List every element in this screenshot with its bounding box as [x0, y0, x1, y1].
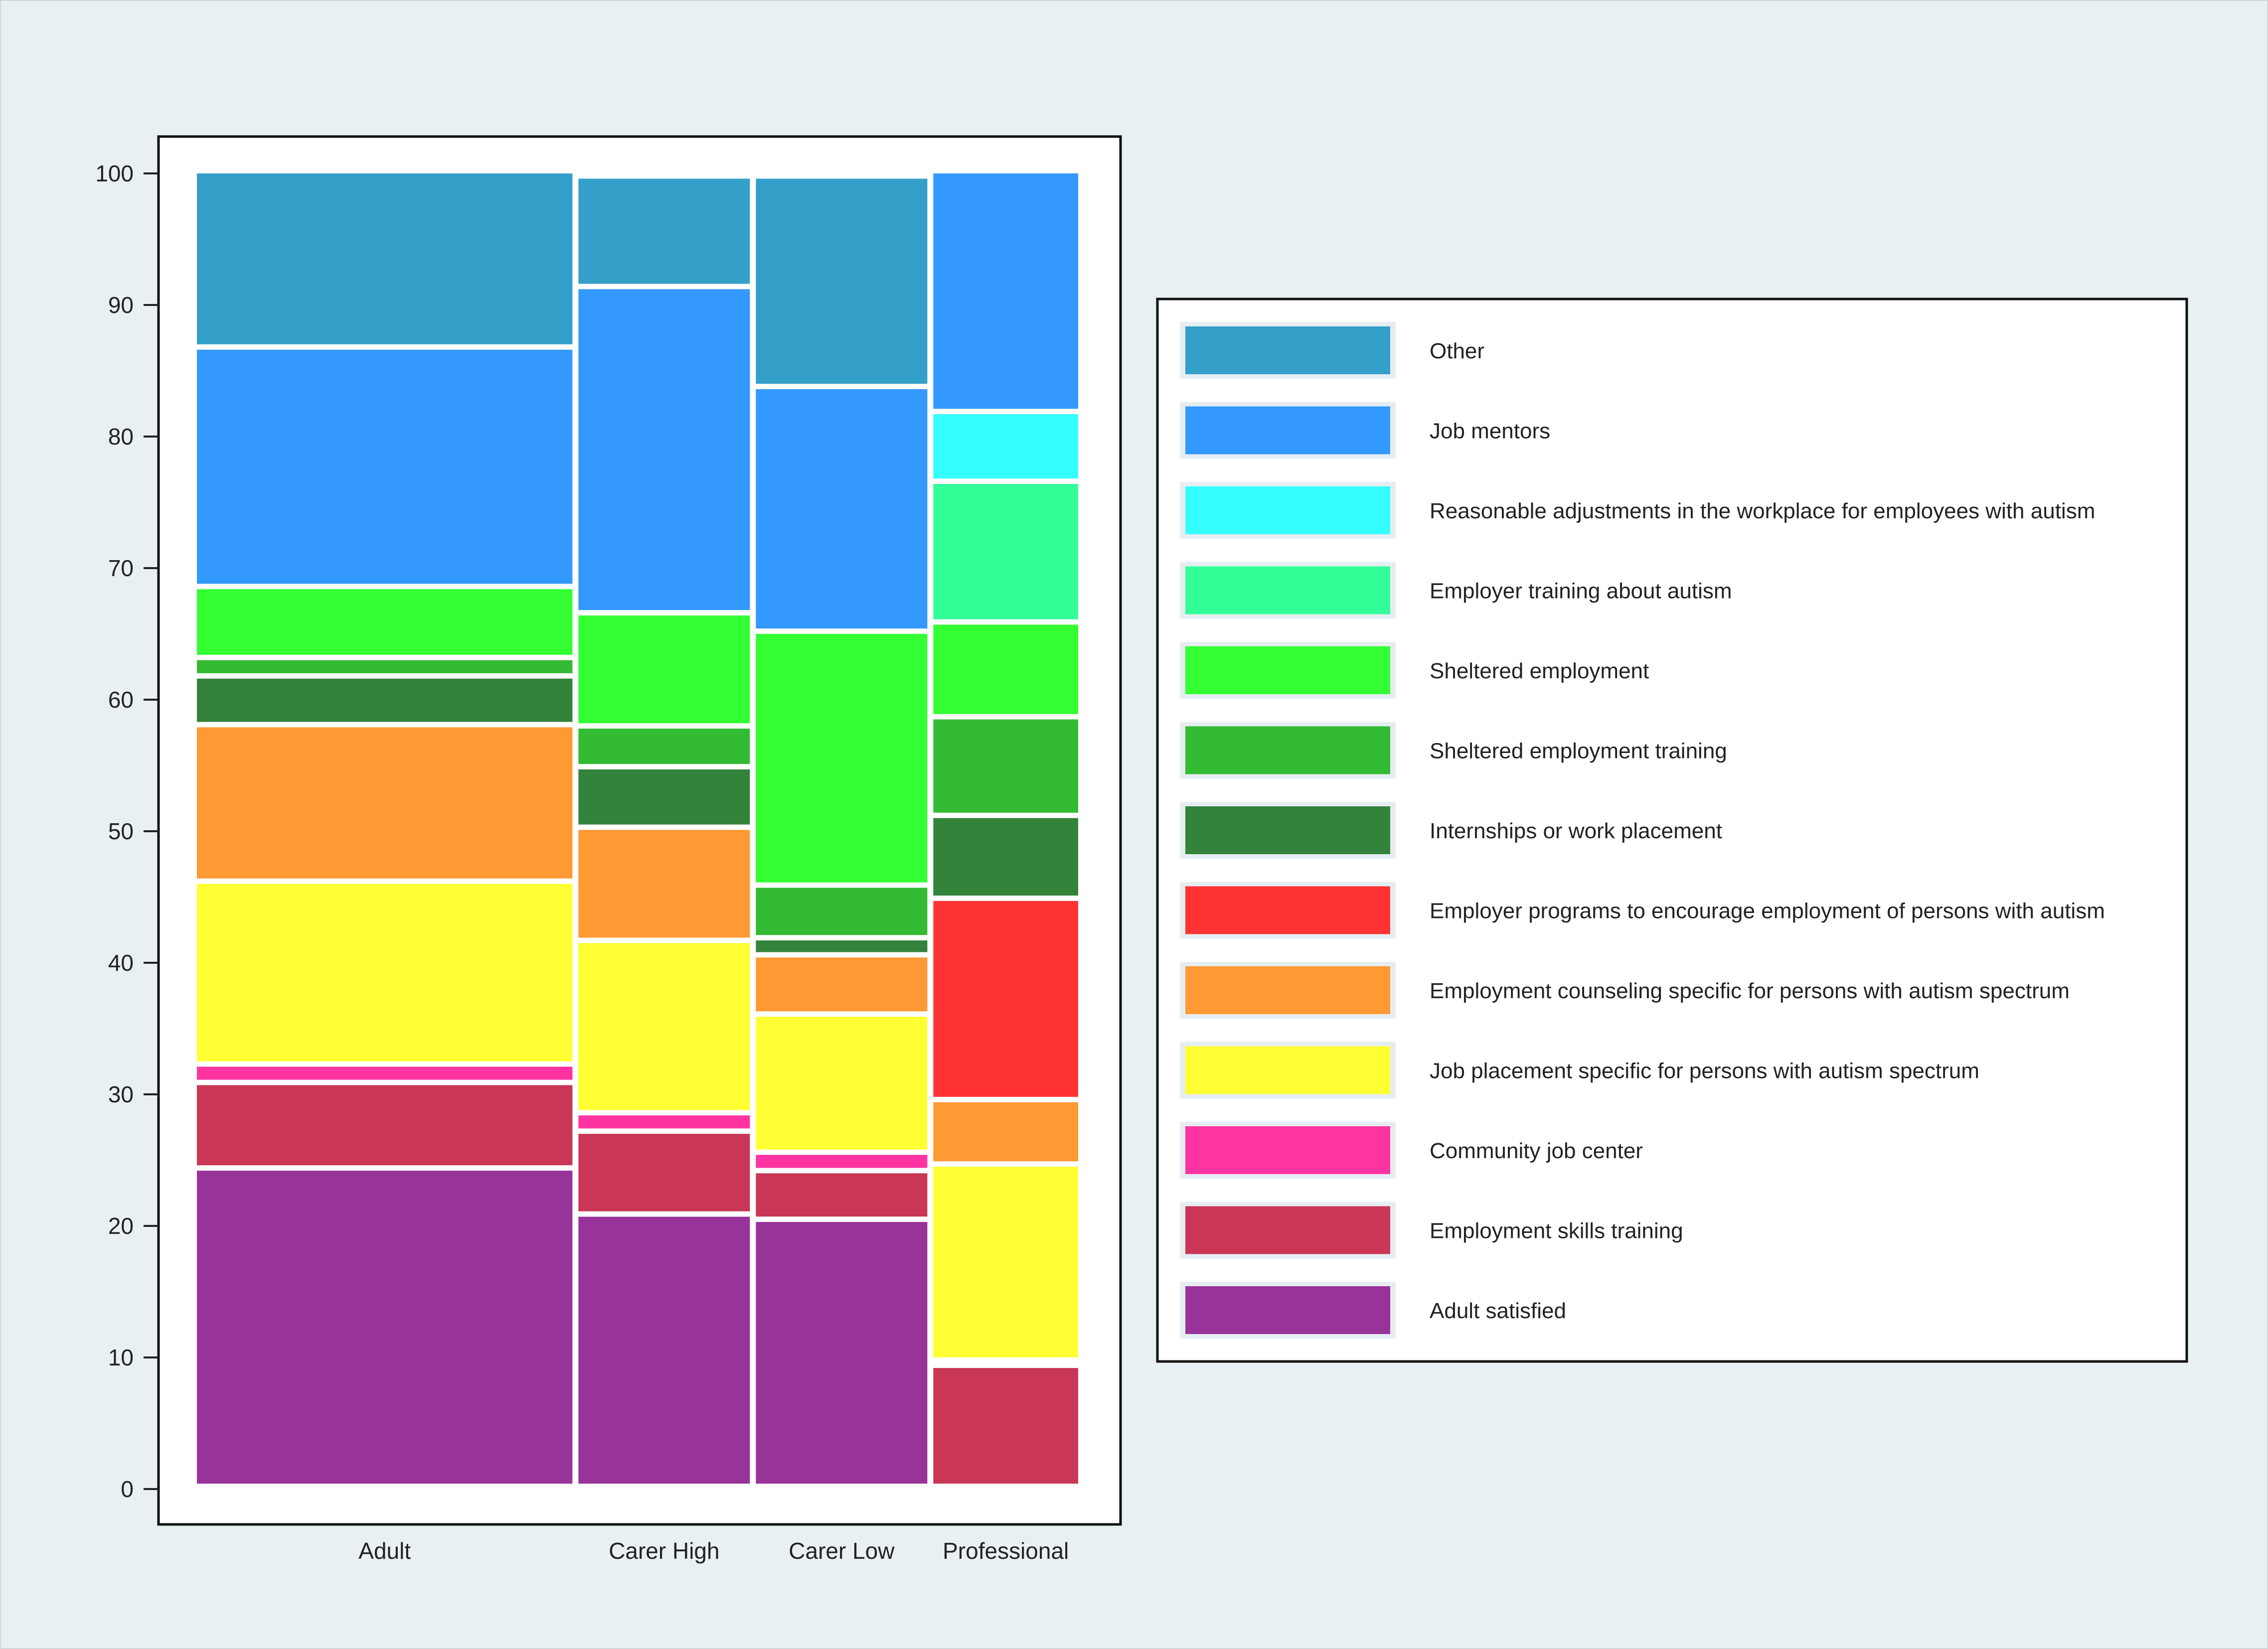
cell-carer-high-community-job-center [578, 1115, 750, 1129]
cell-carer-low-employment-skills-training [756, 1173, 928, 1217]
cell-adult-employment-skills-training [197, 1085, 573, 1166]
legend-label-reasonable-adjustments-in-the-workplace-for-employees-with-autism: Reasonable adjustments in the workplace … [1430, 499, 2095, 523]
cell-professional-employment-skills-training [933, 1368, 1078, 1484]
y-tick-label: 80 [108, 424, 134, 450]
cell-carer-low-job-mentors [756, 389, 928, 629]
legend-swatch-employer-training-about-autism [1185, 566, 1390, 614]
cell-carer-high-internships-or-work-placement [578, 769, 750, 825]
legend-label-sheltered-employment-training: Sheltered employment training [1430, 739, 1727, 763]
cell-carer-high-sheltered-employment-training [578, 729, 750, 764]
y-tick-label: 40 [108, 950, 134, 976]
mosaic-cells [197, 173, 1078, 1484]
cell-professional-sheltered-employment-training [933, 719, 1078, 813]
legend-swatch-community-job-center [1185, 1126, 1390, 1174]
legend-swatch-job-mentors [1185, 406, 1390, 454]
legend-swatch-employment-skills-training [1185, 1206, 1390, 1254]
y-tick-label: 10 [108, 1345, 134, 1370]
cell-carer-low-adult-satisfied [756, 1222, 928, 1484]
cell-adult-sheltered-employment-training [197, 660, 573, 673]
cell-adult-other [197, 173, 573, 344]
legend-label-sheltered-employment: Sheltered employment [1430, 659, 1649, 683]
legend-swatch-sheltered-employment [1185, 646, 1390, 694]
cell-carer-low-job-placement-specific-for-persons-with-autism-spectrum [756, 1017, 928, 1150]
legend-swatch-internships-or-work-placement [1185, 806, 1390, 854]
cell-carer-high-adult-satisfied [578, 1216, 750, 1484]
legend-label-employment-skills-training: Employment skills training [1430, 1219, 1683, 1243]
y-tick-label: 60 [108, 687, 134, 713]
cell-professional-job-mentors [933, 173, 1078, 409]
legend-swatch-employment-counseling-specific-for-persons-with-autism-spectrum [1185, 966, 1390, 1014]
legend-label-job-placement-specific-for-persons-with-autism-spectrum: Job placement specific for persons with … [1430, 1059, 1979, 1083]
x-tick-label-carer-low: Carer Low [789, 1538, 895, 1564]
cell-carer-high-sheltered-employment [578, 615, 750, 724]
legend: Other Job mentors Reasonable adjustments i… [1156, 298, 2188, 1363]
y-tick-label: 20 [108, 1213, 134, 1239]
cell-adult-community-job-center [197, 1066, 573, 1080]
y-tick-label: 70 [108, 555, 134, 581]
cell-carer-high-other [578, 178, 750, 284]
legend-swatch-employer-programs-to-encourage-employment-of-persons-with-autism [1185, 886, 1390, 934]
legend-swatch-job-placement-specific-for-persons-with-autism-spectrum [1185, 1046, 1390, 1094]
y-tick-label: 90 [108, 292, 134, 318]
legend-label-adult-satisfied: Adult satisfied [1430, 1299, 1566, 1323]
legend-label-internships-or-work-placement: Internships or work placement [1430, 819, 1722, 843]
y-axis: 0 10 20 30 40 50 60 70 80 90 100 [95, 160, 159, 1502]
legend-label-employment-counseling-specific-for-persons-with-autism-spectrum: Employment counseling specific for perso… [1430, 979, 2070, 1003]
cell-professional-sheltered-employment [933, 624, 1078, 714]
cell-adult-job-mentors [197, 349, 573, 584]
cell-professional-job-placement-specific-for-persons-with-autism-spectrum [933, 1167, 1078, 1357]
legend-swatch-sheltered-employment-training [1185, 726, 1390, 774]
legend-swatch-reasonable-adjustments-in-the-workplace-for-employees-with-autism [1185, 486, 1390, 534]
y-tick-label: 100 [95, 160, 134, 186]
x-tick-label-adult: Adult [358, 1538, 411, 1564]
cell-carer-high-employment-skills-training [578, 1134, 750, 1211]
y-tick-label: 30 [108, 1081, 134, 1107]
cell-adult-sheltered-employment [197, 589, 573, 655]
cell-professional-employment-counseling-specific-for-persons-with-autism-spectrum [933, 1102, 1078, 1162]
cell-adult-internships-or-work-placement [197, 678, 573, 722]
legend-label-job-mentors: Job mentors [1430, 419, 1550, 444]
cell-carer-high-employment-counseling-specific-for-persons-with-autism-spectrum [578, 830, 750, 938]
cell-carer-high-job-mentors [578, 289, 750, 610]
legend-label-employer-training-about-autism: Employer training about autism [1430, 579, 1732, 603]
y-tick-label: 0 [121, 1476, 134, 1502]
x-tick-label-carer-high: Carer High [609, 1538, 719, 1564]
cell-carer-low-internships-or-work-placement [756, 940, 928, 952]
cell-professional-employer-training-about-autism [933, 484, 1078, 619]
cell-adult-adult-satisfied [197, 1171, 573, 1484]
cell-adult-job-placement-specific-for-persons-with-autism-spectrum [197, 884, 573, 1061]
cell-carer-high-job-placement-specific-for-persons-with-autism-spectrum [578, 943, 750, 1110]
cell-professional-employer-programs-to-encourage-employment-of-persons-with-autism [933, 900, 1078, 1097]
y-tick-label: 50 [108, 818, 134, 844]
legend-label-community-job-center: Community job center [1430, 1139, 1643, 1163]
legend-label-employer-programs-to-encourage-employment-of-persons-with-autism: Employer programs to encourage employmen… [1430, 899, 2105, 923]
legend-label-other: Other [1430, 339, 1484, 363]
cell-adult-employment-counseling-specific-for-persons-with-autism-spectrum [197, 727, 573, 879]
legend-swatch-adult-satisfied [1185, 1286, 1390, 1334]
cell-professional-reasonable-adjustments-in-the-workplace-for-employees-with-autism [933, 414, 1078, 479]
cell-carer-low-employment-counseling-specific-for-persons-with-autism-spectrum [756, 957, 928, 1012]
cell-professional-internships-or-work-placement [933, 818, 1078, 896]
x-axis: Adult Carer High Carer Low Professional [358, 1538, 1069, 1564]
cell-carer-low-community-job-center [756, 1155, 928, 1168]
x-tick-label-professional: Professional [943, 1538, 1069, 1564]
cell-carer-low-other [756, 178, 928, 384]
cell-carer-low-sheltered-employment [756, 634, 928, 883]
cell-carer-low-sheltered-employment-training [756, 888, 928, 935]
legend-swatch-other [1185, 326, 1390, 374]
